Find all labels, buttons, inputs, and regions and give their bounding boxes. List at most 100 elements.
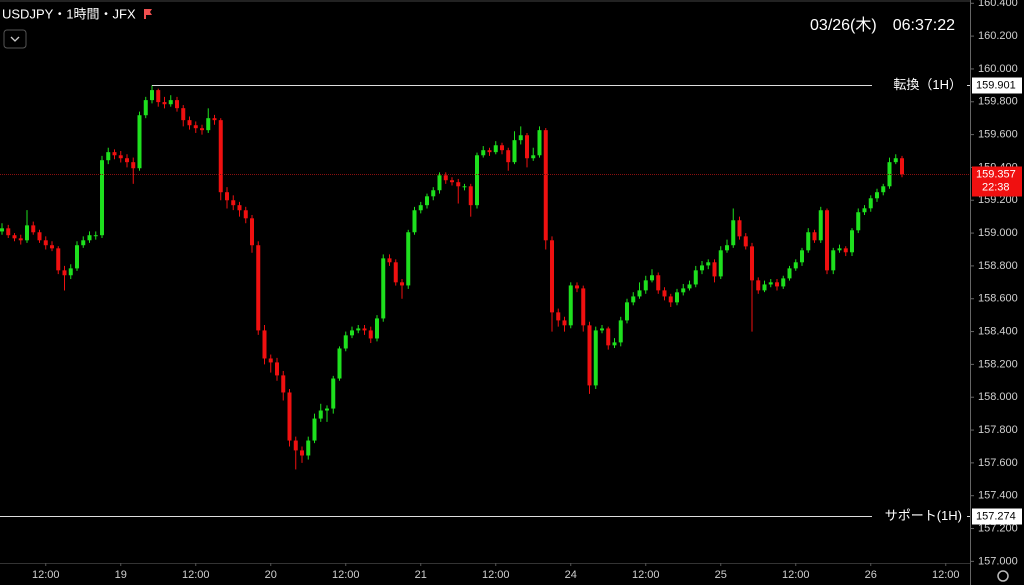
candle-body xyxy=(543,130,548,241)
candle-body xyxy=(662,290,667,297)
candle-body xyxy=(762,284,767,291)
candle-body xyxy=(725,245,729,251)
candle-body xyxy=(412,210,417,233)
candle-body xyxy=(343,335,348,349)
candle-body xyxy=(668,296,673,303)
candle-body xyxy=(337,348,342,379)
candle-body xyxy=(462,186,467,188)
y-tick-label: 157.800 xyxy=(978,424,1018,436)
candle-body xyxy=(162,102,167,105)
candle-body xyxy=(612,342,617,346)
y-tick-label: 157.200 xyxy=(978,522,1018,534)
flag-icon[interactable] xyxy=(144,9,152,19)
candle-body xyxy=(887,162,892,187)
candle-body xyxy=(537,130,542,156)
candle-body xyxy=(231,200,236,206)
candle-body xyxy=(756,280,761,291)
level-price-box xyxy=(972,77,1022,94)
candle-body xyxy=(487,150,492,153)
candle-body xyxy=(750,246,754,281)
y-tick-label: 157.400 xyxy=(978,490,1018,502)
candle-body xyxy=(775,282,779,287)
candle-body xyxy=(150,90,154,101)
candle-body xyxy=(300,450,304,456)
chevron xyxy=(10,36,20,42)
candle-body xyxy=(850,230,854,253)
candle-body xyxy=(112,152,117,156)
candle-body xyxy=(825,210,829,271)
candle-body xyxy=(93,235,98,237)
candle-body xyxy=(0,228,4,232)
candle-body xyxy=(843,248,848,253)
candle-body xyxy=(243,210,248,219)
candle-body xyxy=(681,288,686,293)
y-tick-label: 159.800 xyxy=(978,96,1018,108)
clock: 03/26(木) 06:37:22 xyxy=(810,16,955,34)
x-tick-label: 12:00 xyxy=(782,569,810,581)
countdown: 22:38 xyxy=(982,181,1010,193)
y-tick-label: 159.200 xyxy=(978,194,1018,206)
candle-body xyxy=(737,220,742,237)
level-name-bg xyxy=(872,76,967,95)
last-price-box xyxy=(972,166,1022,197)
candle-body xyxy=(693,270,698,285)
candle-body xyxy=(281,375,286,393)
candle-body xyxy=(712,262,717,277)
candle-body xyxy=(793,262,798,269)
candle-body xyxy=(262,330,267,359)
candle-body xyxy=(562,320,567,326)
level-name: 転換（1H） xyxy=(893,77,962,92)
x-tick-label: 26 xyxy=(865,569,877,581)
candle-body xyxy=(531,155,536,159)
candle-body xyxy=(812,232,817,241)
candle-body xyxy=(187,120,192,126)
candle-body xyxy=(56,248,61,271)
candle-body xyxy=(706,262,711,266)
candle-body xyxy=(656,275,661,291)
candle-body xyxy=(593,330,598,386)
candle-body xyxy=(556,312,561,321)
candle-body xyxy=(893,158,898,163)
candle-body xyxy=(81,240,86,246)
candle-body xyxy=(687,284,692,289)
candle-body xyxy=(237,205,242,211)
collapse-button[interactable] xyxy=(3,29,27,49)
candle-body xyxy=(456,182,461,187)
candle-body xyxy=(506,150,511,163)
candle-body xyxy=(875,192,879,199)
candle-body xyxy=(731,220,736,246)
y-tick-label: 159.000 xyxy=(978,227,1018,239)
y-tick-label: 160.400 xyxy=(978,0,1018,9)
candle-body xyxy=(575,285,579,289)
candle-body xyxy=(325,408,329,411)
candle-body xyxy=(256,245,261,331)
candle-body xyxy=(381,258,386,319)
candle-body xyxy=(212,118,217,121)
x-tick-label: 24 xyxy=(565,569,577,581)
candle-body xyxy=(118,155,123,159)
candle-body xyxy=(468,186,473,206)
settings-icon[interactable] xyxy=(997,570,1009,582)
candle-body xyxy=(193,125,198,129)
candle-body xyxy=(387,258,392,263)
candle-body xyxy=(375,318,379,339)
candle-body xyxy=(700,265,704,271)
candle-body xyxy=(800,250,804,263)
x-tick-label: 12:00 xyxy=(632,569,660,581)
candle-body xyxy=(393,262,398,283)
candle-body xyxy=(87,235,92,241)
candle-body xyxy=(425,196,429,206)
candle-body xyxy=(418,205,423,211)
candle-body xyxy=(143,100,148,116)
candle-body xyxy=(62,270,67,276)
candle-body xyxy=(900,158,904,175)
candle-body xyxy=(350,330,354,336)
candle-body xyxy=(12,235,17,239)
candle-body xyxy=(318,410,323,419)
x-tick-label: 19 xyxy=(115,569,127,581)
y-tick-label: 158.200 xyxy=(978,358,1018,370)
candle-body xyxy=(206,118,211,131)
candle-body xyxy=(606,328,611,346)
x-tick-label: 12:00 xyxy=(32,569,60,581)
